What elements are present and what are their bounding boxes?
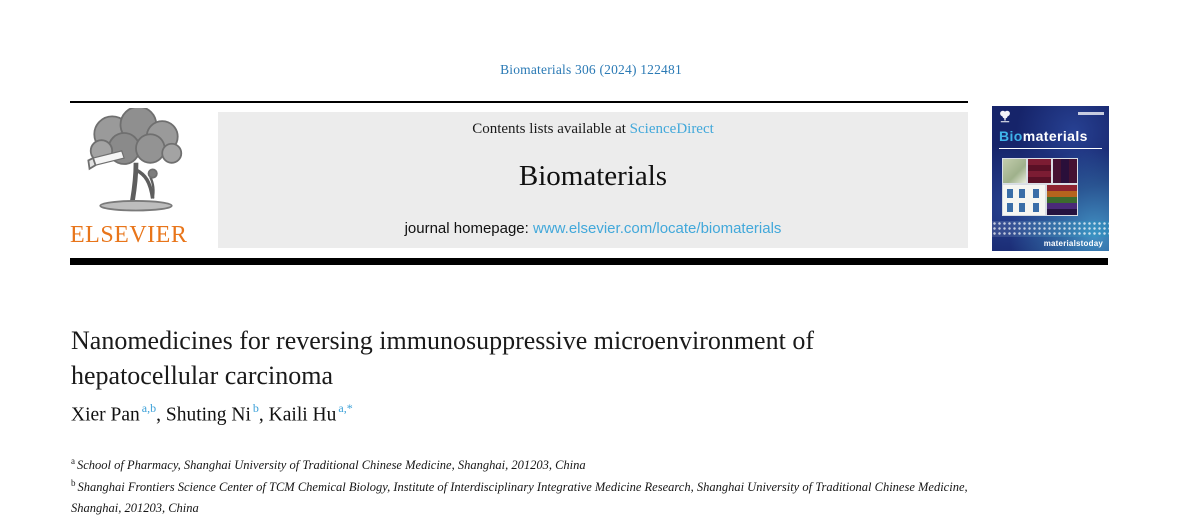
contents-line: Contents lists available at ScienceDirec… (218, 121, 968, 138)
author-affil-sup: a,b (141, 401, 157, 415)
cover-dots-pattern (992, 221, 1109, 237)
header-bottom-bar (70, 258, 1108, 265)
homepage-prefix: journal homepage: (404, 220, 533, 237)
contents-prefix: Contents lists available at (472, 121, 630, 137)
elsevier-logo: ELSEVIER (70, 108, 210, 254)
cover-title: Biomaterials (999, 128, 1088, 144)
author[interactable]: Shuting Ni (165, 404, 251, 426)
montage-tile-fluorescence-purple (1052, 158, 1078, 184)
journal-cover: Biomaterials materialstoday (992, 106, 1109, 251)
author-separator: , (258, 404, 269, 426)
author[interactable]: Kaili Hu (268, 404, 337, 426)
article-title-line2: hepatocellular carcinoma (71, 360, 334, 390)
affiliation-text: Shanghai Frontiers Science Center of TCM… (71, 479, 968, 515)
author[interactable]: Xier Pan (71, 404, 140, 426)
affiliations: a School of Pharmacy, Shanghai University… (71, 454, 1019, 518)
elsevier-tree-icon (87, 108, 183, 212)
cover-title-materials: materials (1022, 128, 1088, 144)
cover-issn-text (1078, 112, 1104, 115)
montage-tile-diagram (1002, 158, 1027, 184)
montage-row-bottom (1002, 184, 1078, 216)
montage-row-top (1002, 158, 1078, 184)
cover-title-bio: Bio (999, 128, 1023, 144)
author-affil-sup: b (252, 401, 259, 415)
montage-tile-fluorescence-red (1027, 158, 1052, 184)
article-title: Nanomedicines for reversing immunosuppre… (71, 324, 991, 393)
homepage-line: journal homepage: www.elsevier.com/locat… (218, 220, 968, 237)
montage-tile-schematics (1002, 184, 1046, 216)
journal-title: Biomaterials (518, 160, 668, 192)
cover-title-underline (999, 148, 1102, 149)
journal-header-box: Contents lists available at ScienceDirec… (218, 112, 968, 248)
montage-tile-strips (1046, 184, 1078, 216)
affiliation-sup: b (71, 477, 76, 488)
affiliation-a: a School of Pharmacy, Shanghai University… (71, 454, 1019, 476)
affiliation-b: b Shanghai Frontiers Science Center of TC… (71, 476, 1019, 518)
author-affil-sup corresponding-author-mark[interactable]: a,* (338, 401, 353, 415)
affiliation-sup: a (71, 456, 75, 466)
elsevier-wordmark: ELSEVIER (70, 222, 188, 248)
author-separator: , (156, 404, 166, 426)
materialstoday-logo: materialstoday (1043, 239, 1103, 248)
journal-homepage-link[interactable]: www.elsevier.com/locate/biomaterials (533, 220, 782, 237)
cover-elsevier-tree-icon (1000, 110, 1010, 123)
article-title-line1: Nanomedicines for reversing immunosuppre… (71, 326, 814, 355)
sciencedirect-link[interactable]: ScienceDirect (629, 121, 714, 137)
cover-figure-montage (1002, 158, 1078, 216)
affiliation-text: School of Pharmacy, Shanghai University … (77, 458, 586, 473)
journal-citation[interactable]: Biomaterials 306 (2024) 122481 (500, 62, 682, 77)
header-top-rule (70, 101, 968, 103)
author-list: Xier Pan a,b, Shuting Ni b, Kaili Hu a,* (71, 401, 353, 427)
